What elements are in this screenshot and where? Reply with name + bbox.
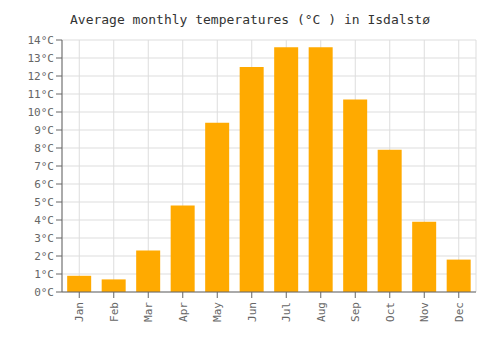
svg-text:0°C: 0°C [34,286,54,299]
svg-text:2°C: 2°C [34,250,54,263]
svg-text:Jul: Jul [280,302,293,322]
svg-text:Apr: Apr [177,302,190,322]
svg-text:11°C: 11°C [28,88,55,101]
svg-text:5°C: 5°C [34,196,54,209]
svg-text:Sep: Sep [349,302,362,322]
svg-text:Jan: Jan [73,302,86,322]
svg-text:4°C: 4°C [34,214,54,227]
svg-text:13°C: 13°C [28,52,55,65]
svg-text:6°C: 6°C [34,178,54,191]
svg-text:Aug: Aug [315,302,328,322]
svg-text:10°C: 10°C [28,106,55,119]
svg-text:12°C: 12°C [28,70,55,83]
svg-text:Oct: Oct [384,302,397,322]
svg-text:May: May [211,302,224,322]
svg-text:1°C: 1°C [34,268,54,281]
svg-text:Mar: Mar [142,302,155,322]
svg-text:7°C: 7°C [34,160,54,173]
svg-text:8°C: 8°C [34,142,54,155]
svg-text:Dec: Dec [453,302,466,322]
svg-text:Feb: Feb [108,302,121,322]
svg-text:14°C: 14°C [28,34,55,47]
svg-text:3°C: 3°C [34,232,54,245]
html-text:Average monthly temperatures (: Average monthly temperatures (°C ) in Is… [70,12,430,27]
svg-text:Jun: Jun [246,302,259,322]
svg-text:9°C: 9°C [34,124,54,137]
svg-text:Nov: Nov [418,302,431,322]
